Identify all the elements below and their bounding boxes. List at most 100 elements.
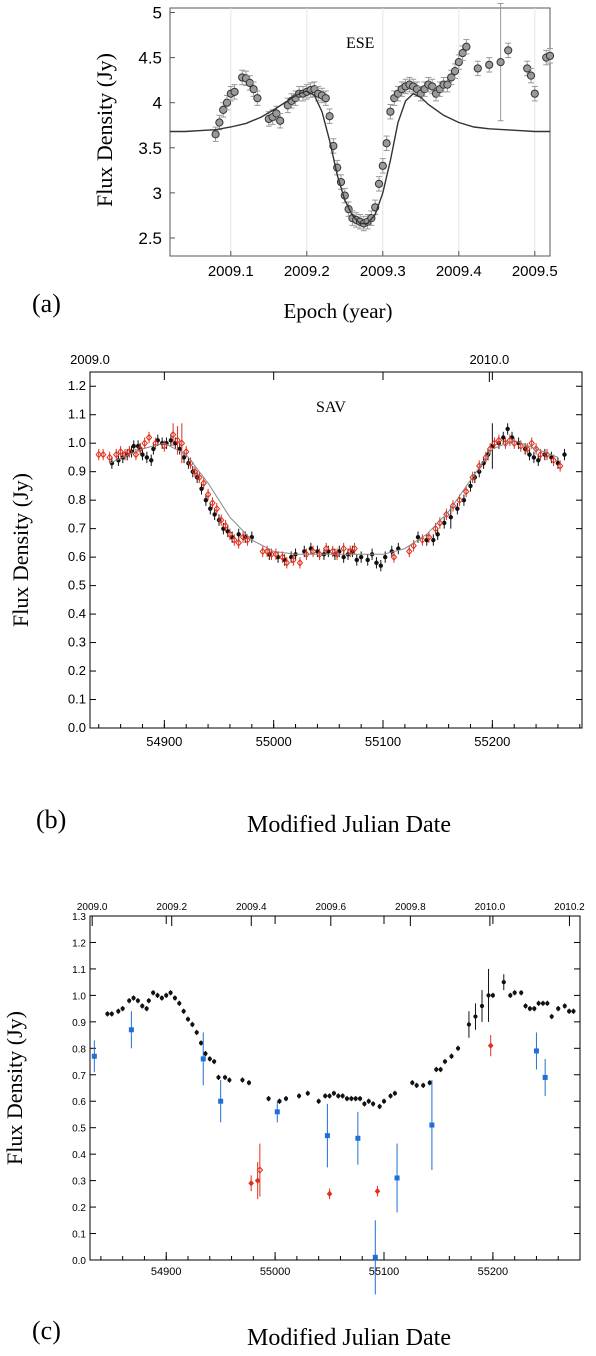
data-point xyxy=(211,130,220,139)
data-point xyxy=(316,550,323,559)
data-point xyxy=(425,533,433,541)
data-point xyxy=(410,541,417,550)
data-point xyxy=(527,1006,533,1011)
y-tick-label: 1.0 xyxy=(72,991,86,1002)
y-tick-label: 0.1 xyxy=(68,692,86,707)
x-tick-label: 55000 xyxy=(256,734,292,749)
y-tick-label: 0.5 xyxy=(68,578,86,593)
data-point xyxy=(435,532,440,537)
data-point xyxy=(296,559,304,567)
data-point xyxy=(542,1074,548,1080)
data-point xyxy=(454,58,463,67)
data-point xyxy=(244,536,251,544)
data-point xyxy=(217,516,225,524)
data-point xyxy=(486,993,491,998)
y-tick-label: 1.2 xyxy=(68,378,86,393)
x-tick-label: 2009.4 xyxy=(436,263,482,280)
panel-a-y-ticks: 2.5 3 3.5 4 4.5 5 xyxy=(138,4,175,248)
data-point xyxy=(222,522,229,530)
data-point xyxy=(530,89,539,98)
data-point xyxy=(327,1093,332,1099)
data-point xyxy=(382,139,391,148)
data-point xyxy=(341,554,346,560)
data-point xyxy=(266,1096,271,1101)
data-point xyxy=(532,1006,537,1011)
data-point xyxy=(524,445,531,453)
y-tick-label: 0.9 xyxy=(68,464,86,479)
data-point xyxy=(199,486,204,491)
data-point xyxy=(254,1177,261,1184)
data-point xyxy=(144,455,150,460)
data-point xyxy=(349,1096,354,1101)
data-point xyxy=(283,1096,289,1101)
data-point xyxy=(517,442,525,450)
data-point xyxy=(112,450,120,459)
data-point xyxy=(290,556,297,564)
x-tick-label: 55200 xyxy=(474,734,510,749)
top-axis-label: 2009.0 xyxy=(70,352,110,367)
data-point xyxy=(303,550,310,559)
data-point xyxy=(121,450,129,459)
data-point xyxy=(491,439,498,447)
model-curve xyxy=(170,90,550,225)
panel-c-marks xyxy=(91,968,576,1295)
data-point xyxy=(487,1042,494,1049)
data-point xyxy=(274,1109,280,1115)
data-point xyxy=(283,559,291,567)
data-point xyxy=(144,1006,149,1011)
data-point xyxy=(140,1003,145,1009)
panel-b-top-axis: 2009.0 2010.0 xyxy=(70,352,509,382)
y-tick-label: 0.0 xyxy=(72,1256,86,1267)
data-point xyxy=(155,993,160,998)
data-point xyxy=(128,1027,134,1033)
data-point xyxy=(316,1099,321,1104)
data-point xyxy=(91,1053,97,1059)
top-axis-label: 2010.0 xyxy=(475,902,506,913)
data-point xyxy=(449,502,457,510)
x-tick-label: 2009.3 xyxy=(360,263,406,280)
data-point xyxy=(239,533,247,541)
panel-c-xlabel: Modified Julian Date xyxy=(247,1325,451,1351)
data-point xyxy=(383,554,388,560)
panel-a-annotation: ESE xyxy=(346,35,374,52)
data-point xyxy=(545,1001,550,1006)
data-point xyxy=(519,990,524,995)
data-point xyxy=(249,85,258,94)
data-point xyxy=(230,87,239,96)
data-point xyxy=(200,1056,206,1062)
data-point xyxy=(177,1001,182,1006)
data-point xyxy=(421,1083,426,1088)
panel-c-x-ticks: 54900 55000 55100 55200 xyxy=(100,916,581,1278)
panel-b-frame xyxy=(89,371,583,729)
data-point xyxy=(545,51,555,60)
data-point xyxy=(355,1135,361,1141)
data-point xyxy=(549,1014,554,1019)
data-point xyxy=(540,1001,546,1006)
data-point xyxy=(473,64,482,73)
data-point xyxy=(443,510,450,519)
data-point xyxy=(357,1096,363,1101)
data-point xyxy=(448,515,453,520)
data-point xyxy=(174,436,181,445)
data-point xyxy=(571,1009,576,1014)
data-point xyxy=(207,1056,212,1061)
data-point xyxy=(505,426,510,432)
data-point xyxy=(168,438,174,443)
y-tick-label: 0.3 xyxy=(72,1177,86,1188)
panel-c-ylabel: Flux Density (Jy) xyxy=(2,1011,27,1165)
data-point xyxy=(131,995,136,1001)
data-point xyxy=(450,67,460,76)
data-point xyxy=(533,1048,539,1054)
panel-b-annotation: SAV xyxy=(316,399,346,416)
data-point xyxy=(386,107,395,116)
data-point xyxy=(149,458,154,463)
panel-a-xlabel: Epoch (year) xyxy=(283,299,392,323)
data-point xyxy=(455,506,460,511)
data-point xyxy=(442,1059,448,1064)
data-point xyxy=(429,1122,435,1128)
data-point xyxy=(181,1009,186,1014)
data-point xyxy=(218,1098,224,1104)
data-point xyxy=(305,1091,310,1096)
data-point xyxy=(374,1188,381,1195)
data-point xyxy=(164,993,169,998)
